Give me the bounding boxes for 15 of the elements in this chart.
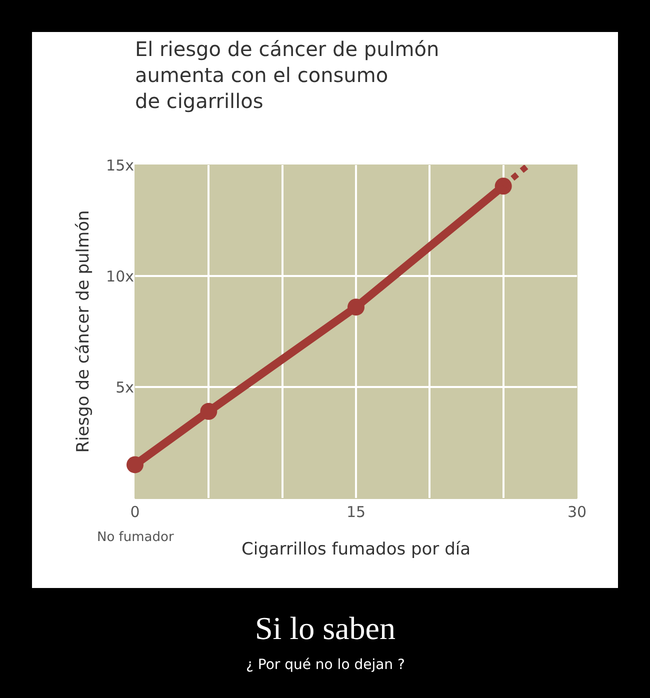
chart-title: El riesgo de cáncer de pulmón aumenta con el consumo de cigarrillos [135,37,440,113]
text: No fumador [97,530,174,545]
text: Si lo saben [255,610,396,646]
point [126,456,144,474]
point [348,298,364,316]
y-tick-label: 10x [106,267,134,286]
y-axis-title: Riesgo de cáncer de pulmón [74,210,94,453]
x-tick-label: 0 [130,503,140,521]
x-tick-label: 30 [567,503,587,521]
y-tick-label: 5x [116,378,134,396]
text: ¿ Por qué no lo dejan ? [246,657,405,673]
y-tick-label: 15x [106,156,134,174]
x-tick-label: 15 [346,503,366,521]
point [200,402,218,420]
x-axis-title: Cigarrillos fumados por día [241,539,471,560]
